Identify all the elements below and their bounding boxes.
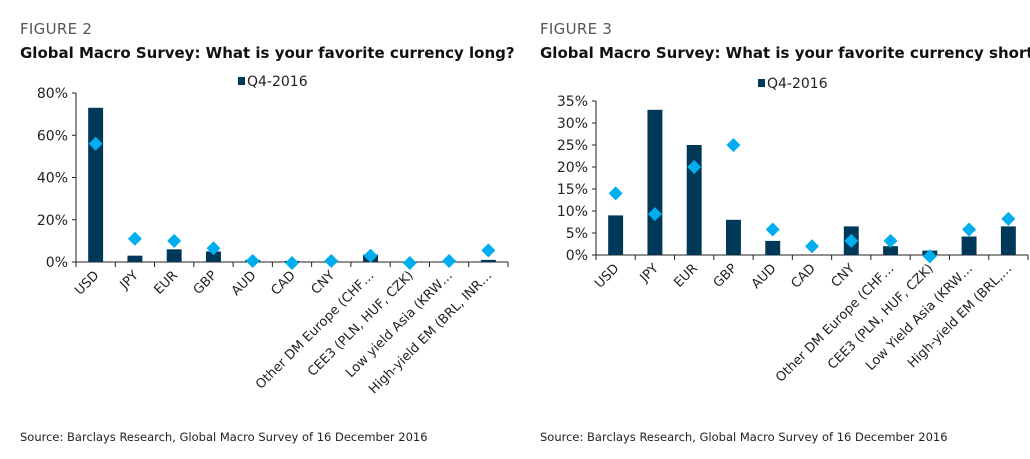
- x-tick-label: GBP: [191, 268, 221, 298]
- bar: [88, 107, 104, 262]
- y-tick-label: 30%: [557, 116, 588, 132]
- x-tick-label: CNY: [309, 268, 339, 298]
- x-tick-label: AUD: [749, 261, 780, 292]
- marker-diamond: [647, 207, 662, 222]
- legend-swatch: [238, 77, 245, 85]
- figure-3: FIGURE 3 Global Macro Survey: What is yo…: [540, 0, 1030, 459]
- marker-diamond: [285, 256, 299, 271]
- bar: [480, 259, 496, 262]
- source-note: Source: Barclays Research, Global Macro …: [540, 430, 948, 444]
- bar: [686, 145, 702, 255]
- y-tick-label: 20%: [557, 160, 588, 176]
- marker-diamond: [962, 222, 977, 237]
- marker-diamond: [442, 253, 457, 268]
- marker-diamond: [687, 160, 702, 174]
- chart-title: Global Macro Survey: What is your favori…: [540, 44, 1030, 62]
- bar: [205, 251, 221, 262]
- marker-diamond: [765, 222, 780, 237]
- bar: [1000, 226, 1016, 255]
- bar: [725, 219, 741, 255]
- chart-svg: 0%20%40%60%80%USD JPY EUR GBP AUD CAD CNYOther…: [37, 74, 509, 397]
- x-tick-label: CNY: [829, 261, 859, 291]
- legend-label: Q4-2016: [767, 76, 828, 92]
- x-tick-label: CAD: [268, 268, 298, 298]
- chart-title: Global Macro Survey: What is your favori…: [20, 44, 515, 62]
- source-note: Source: Barclays Research, Global Macro …: [20, 430, 428, 444]
- bar: [647, 109, 663, 255]
- y-tick-label: 20%: [37, 213, 68, 229]
- bar: [883, 246, 899, 255]
- x-tick-label: CAD: [788, 261, 818, 291]
- bar: [961, 236, 977, 255]
- marker-diamond: [844, 233, 859, 248]
- x-tick-label: USD: [72, 268, 102, 298]
- x-tick-label: JPY: [637, 261, 662, 286]
- marker-diamond: [206, 241, 221, 256]
- marker-diamond: [805, 239, 819, 254]
- y-tick-label: 10%: [557, 204, 588, 220]
- x-tick-label: GBP: [711, 261, 741, 291]
- x-tick-label: USD: [592, 261, 622, 291]
- bar: [765, 240, 781, 255]
- y-tick-label: 40%: [37, 171, 68, 187]
- x-tick-label: AUD: [229, 268, 260, 299]
- x-tick-label: JPY: [117, 268, 142, 293]
- y-tick-label: 25%: [557, 138, 588, 154]
- y-tick-label: 0%: [566, 248, 588, 264]
- y-tick-label: 35%: [557, 94, 588, 110]
- y-tick-label: 80%: [37, 86, 68, 102]
- x-tick-label: EUR: [671, 261, 701, 291]
- marker-diamond: [608, 186, 623, 201]
- figure-2: FIGURE 2 Global Macro Survey: What is yo…: [20, 0, 535, 459]
- y-tick-label: 5%: [566, 226, 588, 242]
- figure-number: FIGURE 2: [20, 20, 93, 38]
- marker-diamond: [363, 248, 378, 263]
- bar: [127, 255, 143, 262]
- marker-diamond: [726, 138, 741, 152]
- y-tick-label: 0%: [46, 255, 68, 271]
- marker-diamond: [127, 231, 142, 246]
- legend-swatch: [758, 79, 765, 87]
- marker-diamond: [883, 233, 898, 248]
- marker-diamond: [167, 233, 182, 248]
- bar: [608, 215, 624, 255]
- marker-diamond: [402, 256, 417, 271]
- chart-svg: 0% 5% 10% 15% 20% 25% 30% 35% USD JPY EUR GBP AUD CAD…: [557, 76, 1029, 385]
- marker-diamond: [922, 249, 937, 264]
- figure-number: FIGURE 3: [540, 20, 613, 38]
- marker-diamond: [1001, 211, 1016, 226]
- x-tick-label: EUR: [151, 268, 181, 298]
- bar: [166, 249, 182, 262]
- marker-diamond: [245, 253, 260, 268]
- marker-diamond: [324, 253, 339, 268]
- marker-diamond: [481, 243, 496, 258]
- y-tick-label: 60%: [37, 128, 68, 144]
- marker-diamond: [88, 136, 103, 151]
- y-tick-label: 15%: [557, 182, 588, 198]
- legend-label: Q4-2016: [247, 74, 308, 90]
